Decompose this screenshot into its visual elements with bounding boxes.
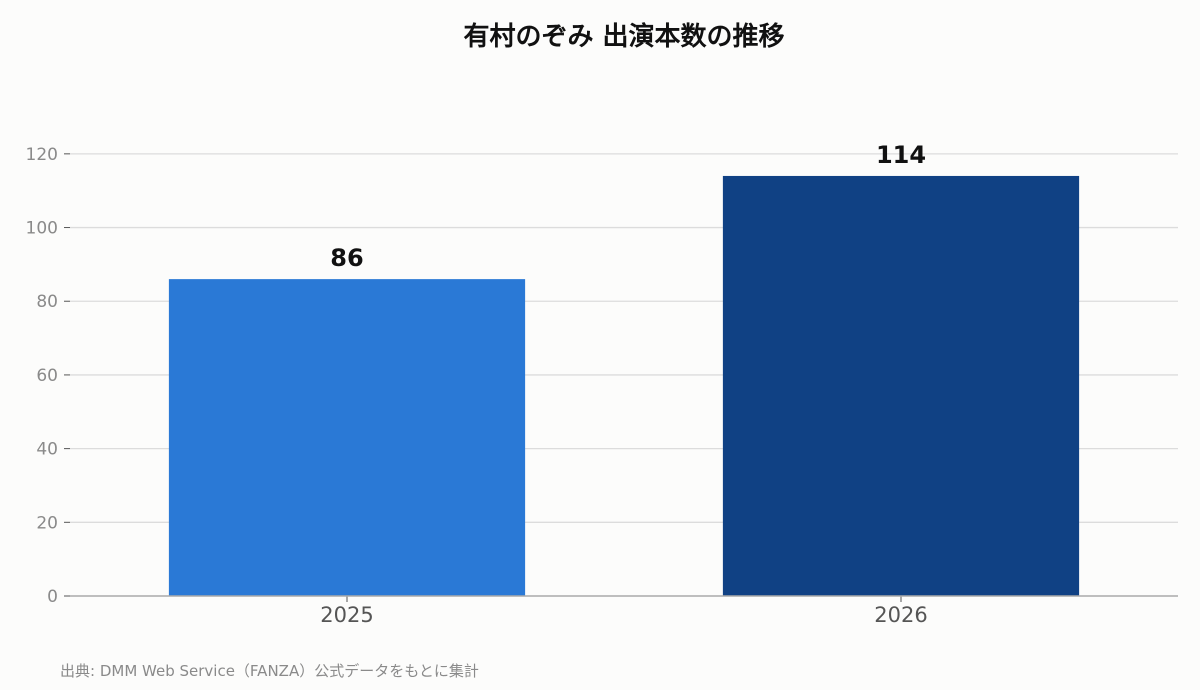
source-note: 出典: DMM Web Service（FANZA）公式データをもとに集計	[60, 662, 479, 680]
value-labels: 86 114	[330, 141, 926, 272]
y-tick-label: 20	[36, 513, 58, 533]
y-tick-label: 40	[36, 440, 58, 460]
value-label-2025: 86	[330, 244, 363, 272]
bars	[168, 175, 1080, 596]
bar-2026	[722, 175, 1080, 596]
x-axis: 2025 2026	[70, 595, 1178, 627]
x-tick-label-2025: 2025	[320, 603, 373, 627]
y-tick-label: 0	[47, 587, 58, 607]
y-tick-label: 80	[36, 292, 58, 312]
bar-2025	[168, 279, 526, 596]
y-tick-label: 120	[26, 145, 58, 165]
y-tick-label: 100	[26, 219, 58, 239]
chart-title: 有村のぞみ 出演本数の推移	[463, 21, 784, 52]
y-axis: 0 20 40 60 80 100 120	[26, 145, 70, 607]
x-tick-label-2026: 2026	[874, 603, 927, 627]
y-tick-label: 60	[36, 366, 58, 386]
value-label-2026: 114	[876, 141, 926, 169]
